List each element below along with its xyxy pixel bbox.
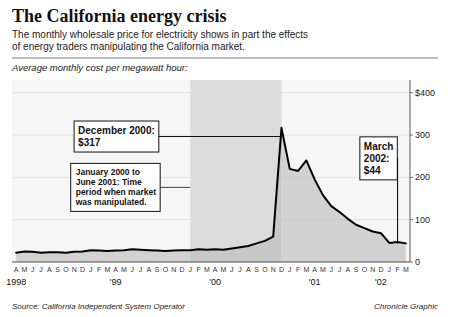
source: Source: California Independent System Op… — [12, 302, 185, 311]
x-tick-label: D — [80, 266, 85, 273]
y-axis — [410, 80, 411, 262]
x-tick-label: N — [171, 266, 176, 273]
x-tick-label: M — [403, 266, 409, 273]
x-tick-label: N — [370, 266, 375, 273]
y-tick-label: 0 — [415, 257, 420, 267]
x-tick-label: F — [97, 266, 101, 273]
shaded-region — [190, 80, 281, 262]
x-tick-label: O — [63, 266, 69, 273]
x-tick-label: M — [104, 266, 110, 273]
annotation-leader — [160, 187, 190, 188]
y-tick — [410, 92, 413, 93]
x-tick-label: M — [320, 266, 326, 273]
x-tick-label: D — [378, 266, 383, 273]
header-rule — [12, 58, 438, 59]
x-tick-label: F — [395, 266, 399, 273]
x-tick-label: O — [163, 266, 169, 273]
x-tick-label: J — [329, 266, 333, 273]
x-tick-label: M — [303, 266, 309, 273]
annotations: December 2000:$317 March2002:$44 January 2… — [71, 121, 398, 243]
title: The California energy crisis — [12, 6, 226, 26]
y-tick — [410, 262, 413, 263]
y-tick-label: 200 — [415, 172, 430, 182]
x-tick-label: M — [221, 266, 227, 273]
x-tick-label: A — [312, 266, 317, 273]
x-tick-label: S — [155, 266, 160, 273]
x-tick-label: F — [196, 266, 200, 273]
x-tick-label: D — [279, 266, 284, 273]
annotation-leader — [159, 128, 282, 137]
annotation: January 2000 toJune 2001: Timeperiod whe… — [71, 163, 191, 211]
x-tick-label: J — [139, 266, 143, 273]
y-tick-label: 300 — [415, 130, 430, 140]
annotation-leader — [397, 158, 398, 243]
x-tick-label: O — [262, 266, 268, 273]
plot-background — [12, 80, 410, 262]
x-axis — [12, 262, 410, 263]
x-tick-label: F — [296, 266, 300, 273]
y-axis-label: Average monthly cost per megawatt hour: — [11, 62, 188, 73]
x-tick-label: M — [22, 266, 28, 273]
x-tick-label: A — [113, 266, 118, 273]
chart: The California energy crisis The monthly … — [0, 0, 450, 317]
x-tick-label: J — [388, 266, 392, 273]
x-tick-label: N — [72, 266, 77, 273]
credit: Chronicle Graphic — [374, 302, 438, 311]
x-tick-label: J — [338, 266, 342, 273]
x-tick-label: D — [179, 266, 184, 273]
annotation-text: December 2000:$317 — [78, 125, 155, 148]
x-tick-label: O — [362, 266, 368, 273]
y-tick-label: $400 — [415, 88, 435, 98]
x-tick-label: J — [89, 266, 93, 273]
year-label: '02 — [375, 277, 387, 287]
x-tick-label: A — [47, 266, 52, 273]
y-tick — [410, 219, 413, 220]
annotation-box — [71, 163, 160, 211]
subtitle: The monthly wholesale price for electric… — [12, 29, 308, 52]
x-tick-label: N — [271, 266, 276, 273]
x-tick-label: S — [254, 266, 259, 273]
x-tick-label: A — [345, 266, 350, 273]
annotation-box — [360, 137, 397, 180]
x-tick-label: J — [31, 266, 35, 273]
x-tick-label: A — [14, 266, 19, 273]
year-label: '00 — [209, 277, 221, 287]
x-tick-label: A — [146, 266, 151, 273]
annotation-text: January 2000 toJune 2001: Timeperiod whe… — [75, 167, 156, 207]
x-tick-label: A — [246, 266, 251, 273]
x-tick-label: S — [354, 266, 359, 273]
x-tick-label: J — [189, 266, 193, 273]
x-tick-label: J — [230, 266, 234, 273]
grid-line — [12, 262, 410, 263]
y-tick — [410, 135, 413, 136]
year-label: '01 — [309, 277, 321, 287]
x-tick-label: M — [204, 266, 210, 273]
x-tick-label: J — [288, 266, 292, 273]
x-tick-label: J — [130, 266, 134, 273]
year-label: 1998 — [6, 277, 26, 287]
annotation-text: March2002:$44 — [364, 141, 393, 176]
x-tick-label: S — [55, 266, 60, 273]
annotation: March2002:$44 — [360, 137, 398, 244]
x-tick-label: A — [213, 266, 218, 273]
y-tick — [410, 177, 413, 178]
x-tick-label: J — [39, 266, 43, 273]
annotation: December 2000:$317 — [74, 121, 281, 152]
x-tick-label: M — [121, 266, 127, 273]
year-label: '99 — [110, 277, 122, 287]
x-tick-label: J — [238, 266, 242, 273]
annotation-box — [74, 121, 159, 152]
y-tick-label: 100 — [415, 215, 430, 225]
data — [16, 80, 406, 262]
